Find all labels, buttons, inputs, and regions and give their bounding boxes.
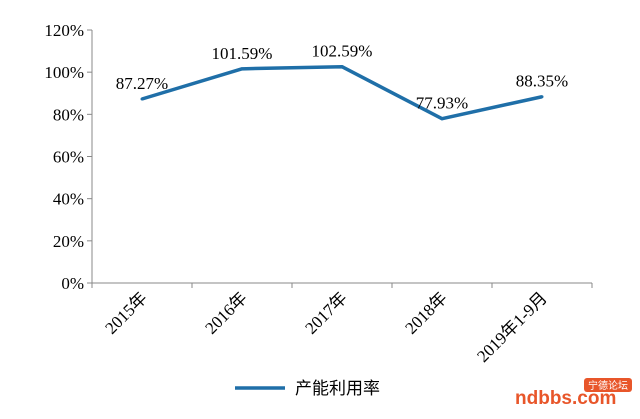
watermark-text: ndbbs.com [515,388,616,409]
x-tick-label: 2018年 [401,288,450,337]
series-layer [140,64,544,121]
data-label: 88.35% [516,72,568,91]
x-tick-label: 2017年 [301,288,350,337]
x-tick-label: 2015年 [101,288,150,337]
data-label: 77.93% [416,94,468,113]
y-tick-label: 60% [53,148,84,167]
x-tick-label: 2019年1-9月 [473,288,551,366]
data-point [340,65,344,69]
y-tick-label: 100% [44,63,84,82]
y-axis-ticks: 0% 20% 40% 60% 80% 100% 120% [44,21,92,293]
data-label: 102.59% [312,42,373,61]
data-label: 87.27% [116,74,168,93]
data-point [240,67,244,71]
y-tick-label: 0% [61,274,84,293]
watermark-logo: ndbbs.com 宁德论坛 [515,378,632,409]
x-tick-label: 2016年 [201,288,250,337]
watermark-badge [584,378,632,392]
x-axis-ticks: 2015年 2016年 2017年 2018年 2019年1-9月 [91,283,593,366]
data-point [140,97,144,101]
legend: 产能利用率 [235,379,380,398]
data-point [540,95,544,99]
series-line [141,64,543,121]
legend-label: 产能利用率 [295,379,380,398]
data-label: 101.59% [212,44,273,63]
y-tick-label: 120% [44,21,84,40]
data-labels: 87.27% 101.59% 102.59% 77.93% 88.35% [116,42,568,113]
data-point [440,117,444,121]
y-tick-label: 20% [53,232,84,251]
y-tick-label: 40% [53,190,84,209]
watermark-badge-text: 宁德论坛 [588,379,628,392]
y-tick-label: 80% [53,105,84,124]
